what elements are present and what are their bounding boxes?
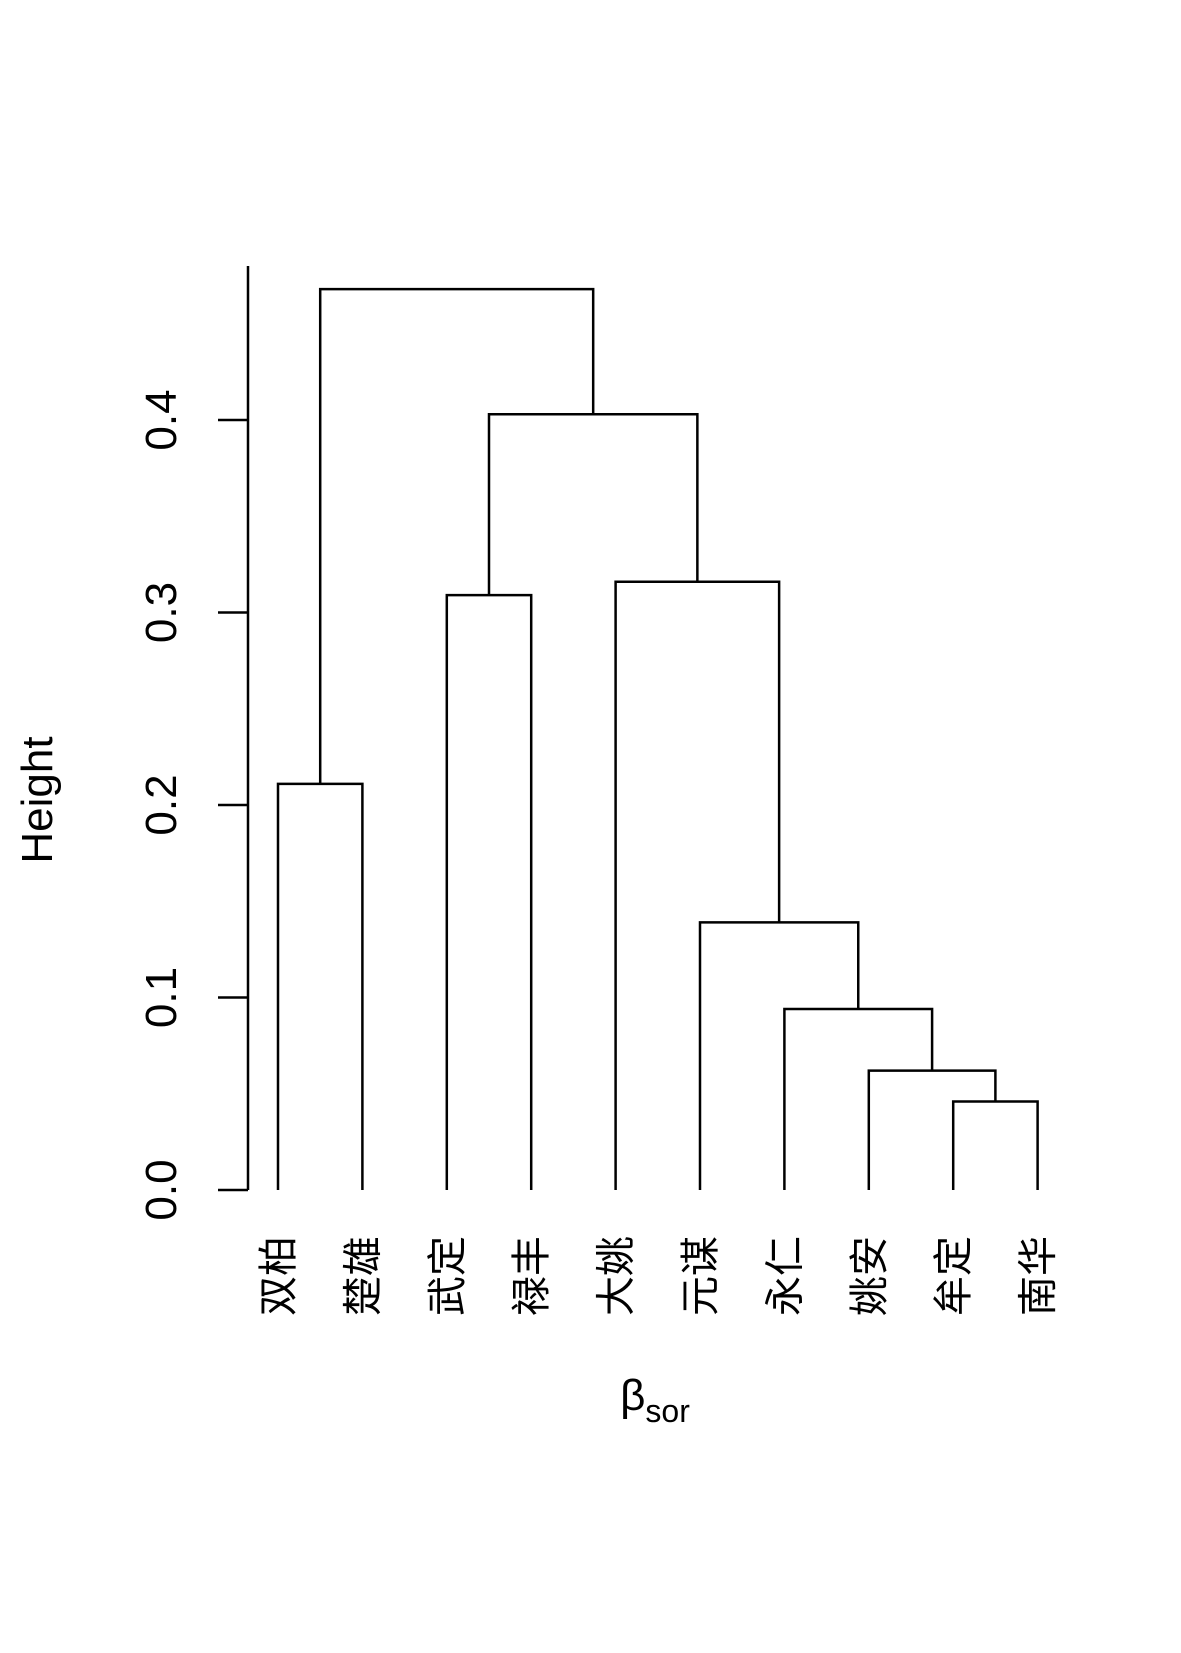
dendrogram-branch [783, 1007, 934, 1190]
y-axis-label: Height [13, 736, 62, 863]
x-axis-label-subscript: sor [645, 1393, 690, 1429]
dendrogram-branch [951, 1100, 1039, 1190]
leaf-label: 永仁 [762, 1236, 808, 1316]
y-tick-label: 0.2 [137, 774, 186, 835]
y-tick-label: 0.3 [137, 582, 186, 643]
x-axis-label: βsor [620, 1371, 690, 1429]
dendrogram-branches [276, 287, 1039, 1190]
x-axis-label-main: β [620, 1371, 645, 1420]
y-tick-label: 0.1 [137, 967, 186, 1028]
y-axis: 0.0 0.1 0.2 0.3 0.4 [137, 266, 250, 1221]
leaf-label: 武定 [425, 1236, 471, 1316]
y-tick-label: 0.4 [137, 389, 186, 450]
dendrogram-branch [614, 580, 781, 1190]
leaf-label: 禄丰 [509, 1236, 555, 1316]
leaf-label: 牟定 [931, 1236, 977, 1316]
dendrogram-branch [867, 1069, 997, 1190]
dendrogram-branch [276, 782, 364, 1190]
leaf-label: 南华 [1016, 1236, 1062, 1316]
dendrogram-branch [445, 593, 533, 1190]
leaf-label: 元谋 [678, 1236, 724, 1316]
dendrogram-branch [318, 287, 595, 784]
leaf-labels: 双柏 楚雄 武定 禄丰 大姚 元谋 永仁 姚安 牟定 南华 [256, 1236, 1062, 1316]
leaf-label: 楚雄 [340, 1236, 386, 1316]
dendrogram-branch [698, 921, 860, 1190]
leaf-label: 双柏 [256, 1236, 302, 1316]
dendrogram-branch [487, 412, 699, 596]
leaf-label: 姚安 [847, 1236, 893, 1316]
y-tick-label: 0.0 [137, 1159, 186, 1220]
leaf-label: 大姚 [594, 1236, 640, 1316]
